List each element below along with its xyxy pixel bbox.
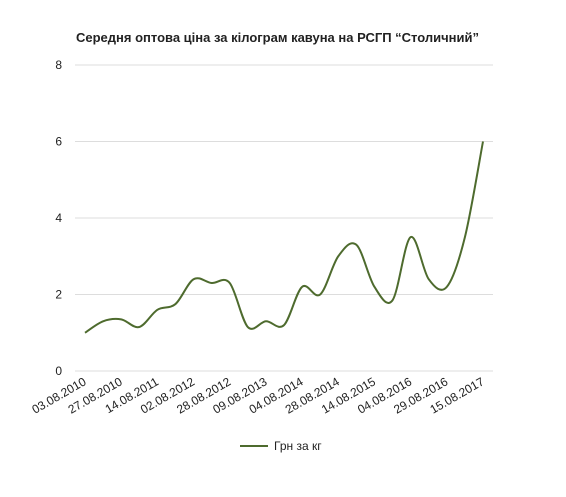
legend-label: Грн за кг xyxy=(274,439,322,453)
data-line xyxy=(84,141,484,334)
y-tick-label: 0 xyxy=(55,364,62,378)
y-tick-label: 2 xyxy=(55,288,62,302)
chart-title: Середня оптова ціна за кілограм кавуна н… xyxy=(76,30,479,45)
y-tick-label: 6 xyxy=(55,135,62,149)
y-tick-label: 8 xyxy=(55,58,62,72)
y-tick-label: 4 xyxy=(55,211,62,225)
